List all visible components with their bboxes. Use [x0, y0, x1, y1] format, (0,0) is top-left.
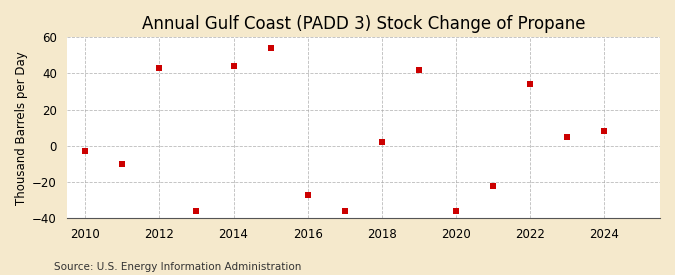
Point [117, 162, 128, 166]
Point [154, 66, 165, 70]
Point [265, 46, 276, 50]
Point [340, 209, 350, 213]
Point [302, 192, 313, 197]
Point [377, 140, 387, 144]
Point [488, 183, 499, 188]
Point [562, 134, 572, 139]
Point [191, 209, 202, 213]
Text: Source: U.S. Energy Information Administration: Source: U.S. Energy Information Administ… [54, 262, 301, 272]
Point [524, 82, 535, 87]
Point [228, 64, 239, 68]
Point [451, 209, 462, 213]
Title: Annual Gulf Coast (PADD 3) Stock Change of Propane: Annual Gulf Coast (PADD 3) Stock Change … [142, 15, 585, 33]
Point [414, 68, 425, 72]
Point [599, 129, 610, 133]
Point [80, 149, 90, 153]
Y-axis label: Thousand Barrels per Day: Thousand Barrels per Day [15, 51, 28, 205]
